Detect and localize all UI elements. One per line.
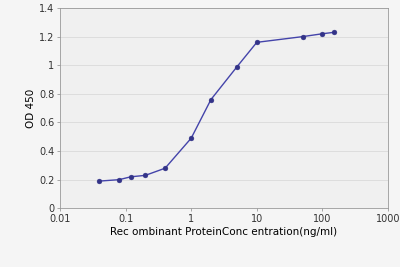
Y-axis label: OD 450: OD 450: [26, 88, 36, 128]
X-axis label: Rec ombinant ProteinConc entration(ng/ml): Rec ombinant ProteinConc entration(ng/ml…: [110, 227, 338, 237]
